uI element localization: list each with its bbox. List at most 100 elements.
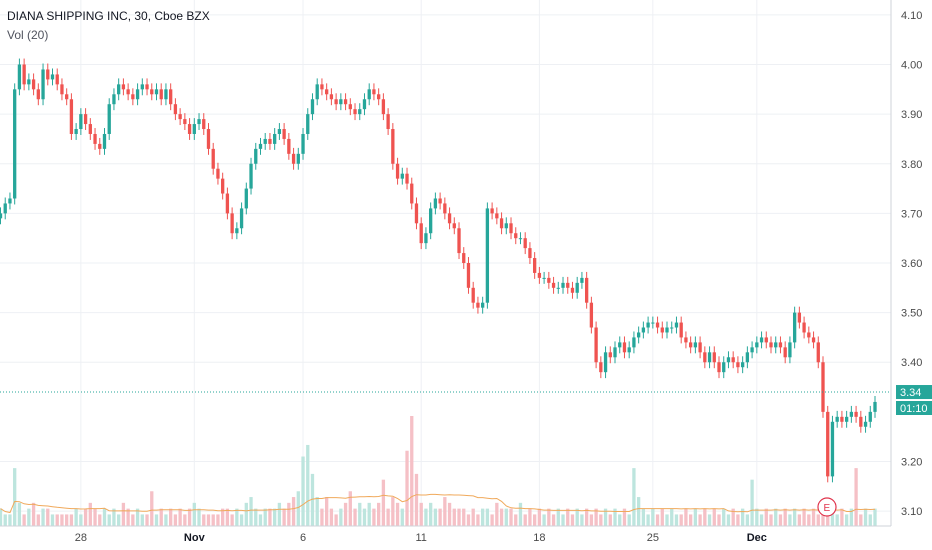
candles[interactable]	[0, 58, 877, 483]
candle[interactable]	[225, 187, 230, 220]
candle[interactable]	[688, 336, 693, 354]
candle[interactable]	[173, 98, 178, 121]
candle[interactable]	[79, 108, 83, 135]
candle[interactable]	[31, 73, 36, 96]
candle[interactable]	[698, 336, 702, 359]
candle[interactable]	[150, 83, 154, 101]
candle[interactable]	[211, 142, 215, 175]
candle[interactable]	[395, 157, 400, 185]
candle[interactable]	[36, 83, 40, 106]
candle[interactable]	[821, 356, 825, 418]
candle[interactable]	[603, 346, 608, 379]
candle[interactable]	[258, 137, 263, 155]
volume-legend[interactable]: Vol (20)	[7, 28, 49, 42]
candle[interactable]	[745, 346, 750, 369]
candle[interactable]	[575, 276, 579, 299]
candle[interactable]	[419, 217, 423, 250]
candle[interactable]	[367, 83, 371, 106]
candle[interactable]	[476, 296, 480, 314]
candle[interactable]	[547, 271, 551, 289]
candle[interactable]	[509, 217, 513, 240]
candle[interactable]	[126, 83, 130, 101]
candle[interactable]	[840, 410, 844, 428]
candle[interactable]	[859, 410, 863, 433]
candle[interactable]	[693, 336, 698, 354]
candle[interactable]	[117, 78, 121, 101]
candle[interactable]	[636, 326, 641, 344]
candle[interactable]	[802, 316, 806, 339]
candle[interactable]	[320, 78, 324, 96]
candle[interactable]	[216, 162, 220, 185]
candle[interactable]	[22, 58, 26, 91]
candle[interactable]	[273, 128, 277, 150]
candle[interactable]	[608, 346, 612, 364]
candle[interactable]	[381, 93, 386, 121]
candle[interactable]	[83, 108, 88, 131]
candle[interactable]	[178, 108, 182, 126]
candle[interactable]	[74, 123, 78, 140]
candle[interactable]	[807, 326, 811, 344]
candle[interactable]	[504, 217, 508, 235]
candle[interactable]	[239, 202, 244, 235]
candle[interactable]	[452, 217, 456, 235]
candle[interactable]	[291, 147, 296, 170]
candle[interactable]	[627, 341, 631, 359]
candle[interactable]	[584, 271, 589, 309]
candle[interactable]	[651, 316, 655, 329]
candle[interactable]	[93, 128, 97, 150]
candle[interactable]	[755, 336, 759, 354]
candle[interactable]	[641, 321, 646, 339]
candle[interactable]	[249, 157, 253, 195]
candle[interactable]	[329, 88, 334, 106]
candle[interactable]	[187, 118, 192, 140]
candle[interactable]	[405, 167, 409, 190]
candle[interactable]	[736, 356, 740, 374]
candle[interactable]	[589, 296, 594, 334]
candle[interactable]	[145, 78, 149, 96]
candle[interactable]	[740, 356, 745, 374]
candle[interactable]	[722, 356, 726, 379]
symbol-legend[interactable]: DIANA SHIPPING INC, 30, Cboe BZX	[7, 9, 210, 23]
candle[interactable]	[334, 93, 338, 111]
earnings-circle[interactable]	[817, 497, 837, 517]
candle[interactable]	[107, 98, 111, 140]
candle[interactable]	[410, 177, 414, 210]
candle[interactable]	[726, 351, 731, 369]
candle[interactable]	[433, 192, 438, 215]
candle[interactable]	[518, 232, 523, 245]
candle[interactable]	[50, 68, 55, 86]
candle[interactable]	[254, 142, 258, 170]
candle[interactable]	[462, 247, 466, 269]
candle[interactable]	[438, 192, 442, 210]
candle[interactable]	[315, 78, 319, 106]
candle[interactable]	[102, 128, 107, 155]
candle[interactable]	[868, 405, 872, 428]
candle[interactable]	[537, 266, 542, 284]
candle[interactable]	[135, 83, 140, 106]
candle[interactable]	[570, 281, 575, 299]
candle[interactable]	[792, 306, 797, 349]
candle[interactable]	[764, 331, 768, 349]
candle[interactable]	[717, 356, 721, 379]
candle[interactable]	[306, 108, 310, 140]
candle[interactable]	[60, 78, 64, 101]
candle[interactable]	[528, 242, 532, 264]
candle[interactable]	[849, 405, 854, 423]
candle[interactable]	[98, 137, 102, 155]
candle[interactable]	[296, 147, 300, 170]
candle[interactable]	[235, 222, 239, 240]
candle[interactable]	[830, 415, 835, 483]
time-axis[interactable]: 28 Nov 6 11 18 25 Dec	[75, 532, 767, 544]
candle[interactable]	[759, 331, 764, 349]
candle[interactable]	[778, 336, 783, 354]
candle[interactable]	[457, 222, 461, 260]
candle[interactable]	[197, 113, 201, 131]
candle[interactable]	[826, 405, 830, 483]
candle[interactable]	[566, 276, 570, 294]
candle[interactable]	[0, 207, 3, 225]
candle[interactable]	[8, 192, 12, 210]
candle[interactable]	[192, 118, 196, 140]
candle[interactable]	[282, 123, 286, 145]
candle[interactable]	[277, 123, 282, 140]
